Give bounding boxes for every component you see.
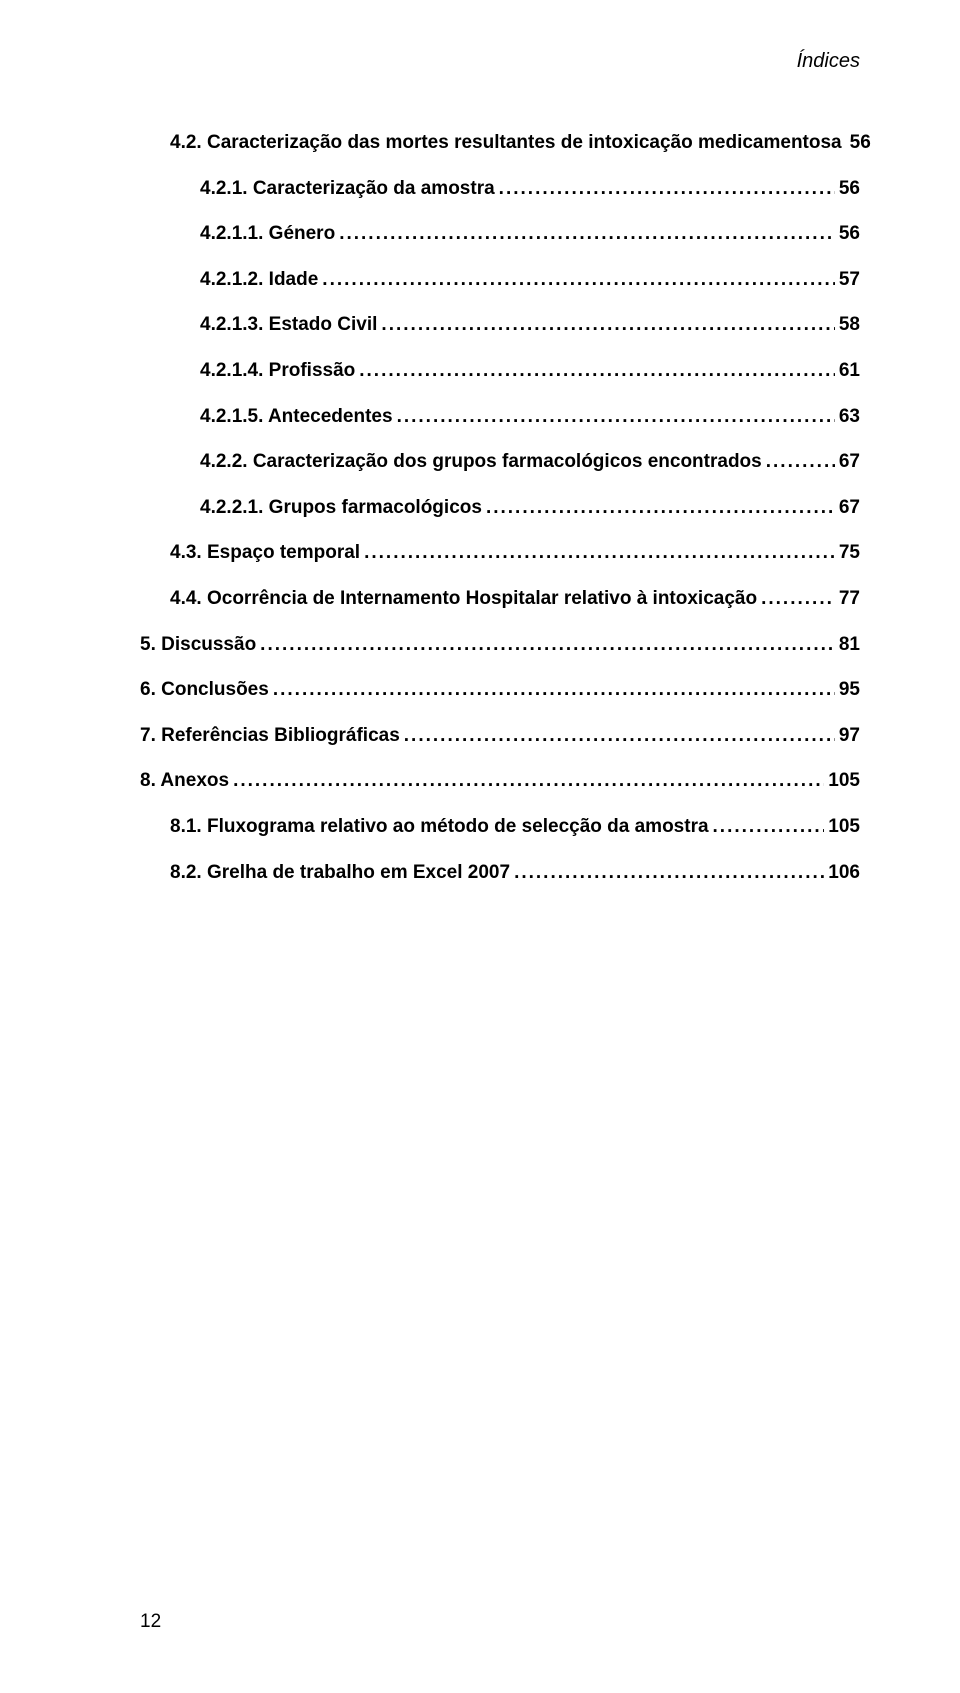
toc-row: 4.2.1.2. Idade 57 [140,257,860,303]
toc-page-number: 106 [828,850,860,896]
toc-label: 8.1. Fluxograma relativo ao método de se… [170,804,709,850]
toc-page-number: 105 [828,758,860,804]
toc-label: 8.2. Grelha de trabalho em Excel 2007 [170,850,510,896]
toc-row: 5. Discussão 81 [140,622,860,668]
toc-row: 4.2.1.3. Estado Civil 58 [140,302,860,348]
toc-label: 4.2.1.4. Profissão [200,348,355,394]
toc-label: 4.2.1.1. Género [200,211,335,257]
toc-leader-dots [404,713,835,759]
toc-page-number: 67 [839,439,860,485]
toc-row: 7. Referências Bibliográficas 97 [140,713,860,759]
toc-page-number: 61 [839,348,860,394]
toc-page-number: 56 [839,166,860,212]
toc-label: 5. Discussão [140,622,256,668]
toc-leader-dots [233,758,824,804]
toc-page-number: 97 [839,713,860,759]
toc-label: 4.2.2. Caracterização dos grupos farmaco… [200,439,762,485]
toc-row: 4.2.1. Caracterização da amostra 56 [140,166,860,212]
toc-label: 4.2. Caracterização das mortes resultant… [170,120,842,166]
toc-row: 4.4. Ocorrência de Internamento Hospital… [140,576,860,622]
toc-label: 4.2.1.5. Antecedentes [200,394,393,440]
toc-leader-dots [260,622,835,668]
toc-leader-dots [397,394,835,440]
table-of-contents: 4.2. Caracterização das mortes resultant… [140,120,860,895]
page-number: 12 [140,1611,161,1633]
toc-leader-dots [761,576,835,622]
toc-page-number: 57 [839,257,860,303]
toc-leader-dots [499,166,835,212]
toc-leader-dots [273,667,835,713]
toc-label: 4.2.1. Caracterização da amostra [200,166,495,212]
toc-page-number: 75 [839,530,860,576]
toc-row: 4.2.2. Caracterização dos grupos farmaco… [140,439,860,485]
toc-label: 7. Referências Bibliográficas [140,713,400,759]
toc-page-number: 56 [850,120,871,166]
toc-leader-dots [766,439,835,485]
toc-row: 4.2.1.4. Profissão 61 [140,348,860,394]
toc-row: 4.2.1.5. Antecedentes 63 [140,394,860,440]
toc-page-number: 105 [828,804,860,850]
toc-row: 8.2. Grelha de trabalho em Excel 2007 106 [140,850,860,896]
toc-leader-dots [322,257,835,303]
toc-page-number: 67 [839,485,860,531]
toc-leader-dots [381,302,834,348]
toc-leader-dots [359,348,835,394]
toc-leader-dots [339,211,835,257]
toc-label: 4.3. Espaço temporal [170,530,360,576]
document-page: Índices 4.2. Caracterização das mortes r… [0,0,960,1693]
running-head: Índices [797,50,860,73]
toc-page-number: 81 [839,622,860,668]
toc-label: 4.2.1.3. Estado Civil [200,302,377,348]
toc-label: 6. Conclusões [140,667,269,713]
toc-row: 4.2.2.1. Grupos farmacológicos 67 [140,485,860,531]
toc-row: 4.2. Caracterização das mortes resultant… [140,120,860,166]
toc-page-number: 77 [839,576,860,622]
toc-leader-dots [514,850,824,896]
toc-leader-dots [486,485,835,531]
toc-page-number: 63 [839,394,860,440]
toc-page-number: 56 [839,211,860,257]
toc-label: 4.2.2.1. Grupos farmacológicos [200,485,482,531]
toc-row: 4.2.1.1. Género 56 [140,211,860,257]
toc-page-number: 58 [839,302,860,348]
toc-label: 8. Anexos [140,758,229,804]
toc-page-number: 95 [839,667,860,713]
toc-row: 6. Conclusões 95 [140,667,860,713]
toc-leader-dots [713,804,825,850]
toc-row: 4.3. Espaço temporal 75 [140,530,860,576]
toc-row: 8.1. Fluxograma relativo ao método de se… [140,804,860,850]
toc-row: 8. Anexos 105 [140,758,860,804]
toc-label: 4.4. Ocorrência de Internamento Hospital… [170,576,757,622]
toc-label: 4.2.1.2. Idade [200,257,318,303]
toc-leader-dots [364,530,835,576]
